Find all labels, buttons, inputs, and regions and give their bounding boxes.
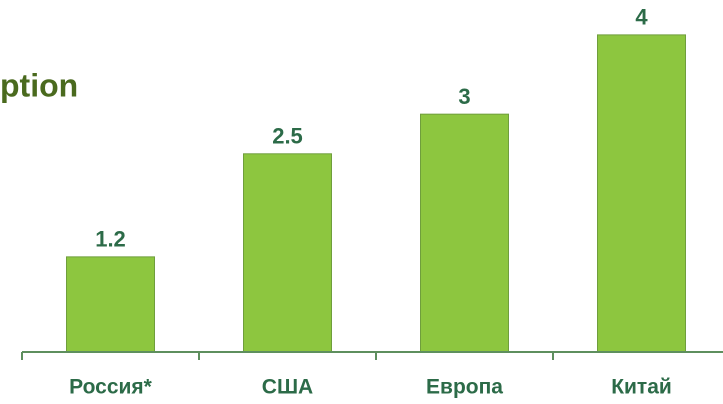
bar (420, 113, 509, 353)
x-tick-label: Китай (611, 376, 672, 399)
x-tick-label: США (262, 376, 313, 399)
bar (597, 34, 686, 353)
x-tick-label: Европа (426, 376, 503, 399)
bar (243, 153, 332, 353)
data-label: 4 (635, 5, 648, 30)
bar (66, 256, 155, 353)
data-label: 3 (458, 84, 470, 109)
data-label: 1.2 (95, 227, 126, 252)
data-label: 2.5 (272, 124, 303, 149)
chart-title: ption (0, 67, 78, 103)
x-tick-label: Россия* (69, 376, 153, 399)
